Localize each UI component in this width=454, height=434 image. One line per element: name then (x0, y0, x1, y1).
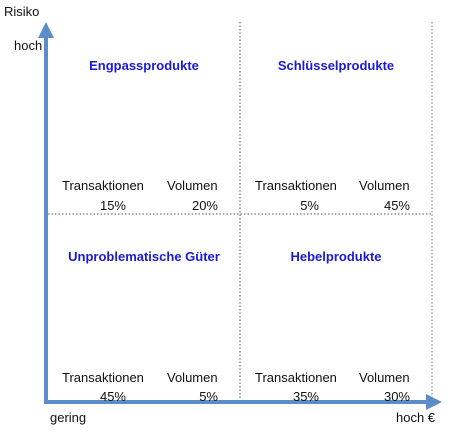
quadrant-title-schluessel: Schlüsselprodukte (277, 58, 395, 73)
y-axis-arrow (38, 22, 54, 38)
volumen-value: 5% (199, 389, 218, 404)
transaktionen-value: 5% (300, 198, 319, 213)
transaktionen-value: 45% (99, 389, 126, 404)
transaktionen-label: Transaktionen (255, 178, 337, 193)
volumen-label: Volumen (167, 370, 218, 385)
transaktionen-label: Transaktionen (62, 178, 144, 193)
x-axis-low-label: gering (50, 410, 87, 425)
volumen-value: 20% (191, 198, 218, 213)
transaktionen-value: 15% (99, 198, 126, 213)
volumen-label: Volumen (359, 178, 410, 193)
volumen-value: 30% (383, 389, 410, 404)
transaktionen-label: Transaktionen (62, 370, 144, 385)
volumen-value: 45% (383, 198, 410, 213)
quadrant-title-hebel: Hebelprodukte (290, 249, 382, 264)
volumen-label: Volumen (359, 370, 410, 385)
transaktionen-value: 35% (292, 389, 319, 404)
transaktionen-label: Transaktionen (255, 370, 337, 385)
volumen-label: Volumen (167, 178, 218, 193)
quadrant-title-unproblematisch: Unproblematische Güter (68, 249, 220, 264)
quadrant-title-engpass: Engpassprodukte (89, 58, 199, 73)
x-axis-high-label: hoch € (396, 410, 436, 425)
y-axis-high-label: hoch (14, 38, 43, 53)
y-axis-label: Risiko (4, 4, 40, 19)
x-axis-arrow (426, 394, 442, 410)
